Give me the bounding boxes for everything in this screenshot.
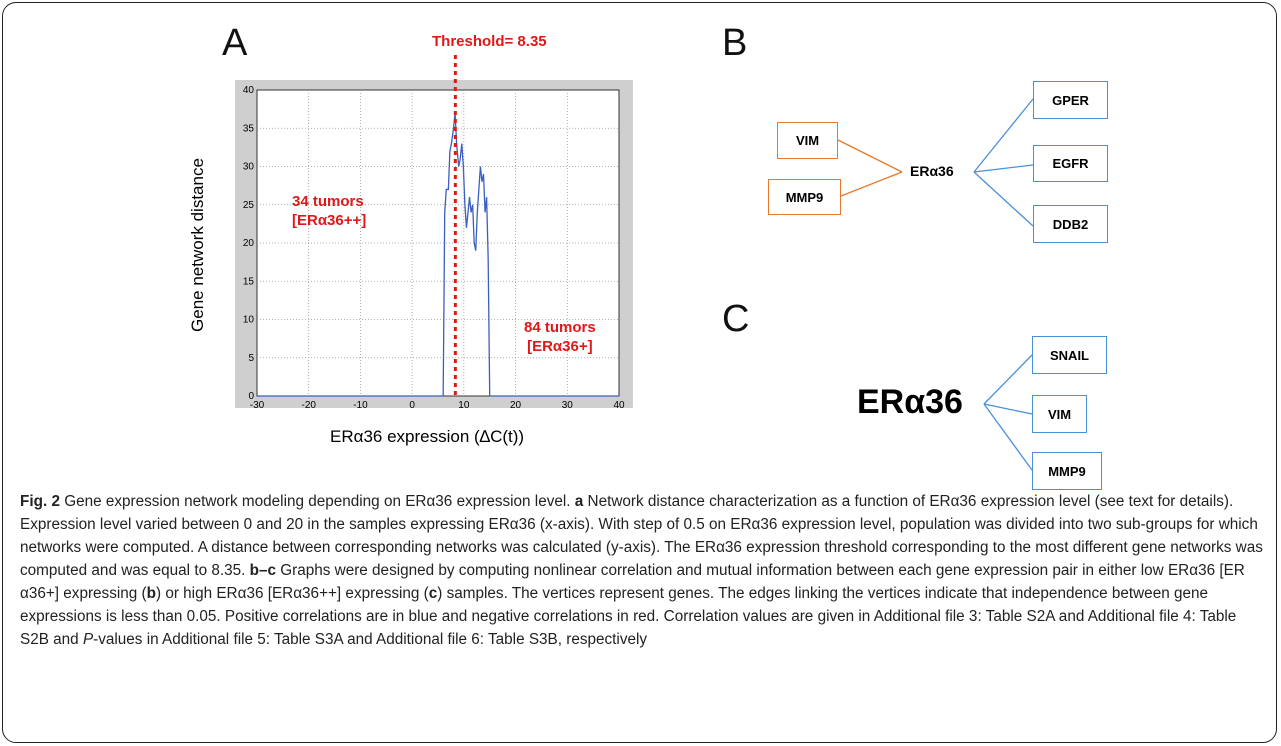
panel-b-letter: B [722, 22, 748, 64]
annotation-high-line2: [ERα36++] [292, 212, 367, 229]
caption-b: b [146, 585, 156, 602]
node-era36-c: ERα36 [857, 383, 963, 421]
caption-p: P [82, 631, 94, 648]
annotation-high-group: 34 tumors [ERα36++] [292, 192, 366, 230]
node-egfr: EGFR [1033, 145, 1108, 182]
figure-caption: Fig. 2 Gene expression network modeling … [20, 490, 1265, 651]
node-vim-c: VIM [1032, 395, 1087, 433]
caption-fig-label: Fig. 2 [20, 493, 60, 510]
caption-a: a [574, 493, 584, 510]
plot-background [235, 80, 633, 408]
threshold-label: Threshold= 8.35 [432, 33, 547, 50]
caption-bc: b–c [249, 562, 276, 579]
node-ddb2: DDB2 [1033, 205, 1108, 243]
node-vim-b: VIM [777, 122, 838, 159]
annotation-low-line2: [ERα36+] [527, 338, 593, 355]
caption-text-5: -values in Additional file 5: Table S3A … [93, 631, 648, 648]
caption-title: Gene expression network modeling dependi… [59, 493, 575, 510]
annotation-low-group: 84 tumors [ERα36+] [524, 318, 596, 356]
y-axis-label: Gene network distance [188, 158, 207, 332]
annotation-low-line1: 84 tumors [524, 319, 596, 336]
node-mmp9-b: MMP9 [768, 179, 841, 215]
caption-text-2: Graphs were designed by computing nonlin… [20, 562, 1245, 602]
annotation-high-line1: 34 tumors [292, 193, 364, 210]
x-axis-label: ERα36 expression (∆C(t)) [330, 427, 525, 446]
caption-text-3: ) or high ERα36 [ERα36++] expressing ( [155, 585, 429, 602]
panel-c-letter: C [722, 298, 750, 340]
caption-text-4: ) samples. The vertices represent genes.… [20, 585, 1237, 648]
caption-c: c [428, 585, 438, 602]
caption-text-1: Network distance characterization as a f… [20, 493, 1263, 579]
panel-a-letter: A [222, 22, 248, 64]
node-era36-b: ERα36 [910, 163, 954, 179]
node-gper: GPER [1033, 81, 1108, 119]
node-snail: SNAIL [1032, 336, 1107, 374]
node-mmp9-c: MMP9 [1032, 452, 1102, 490]
